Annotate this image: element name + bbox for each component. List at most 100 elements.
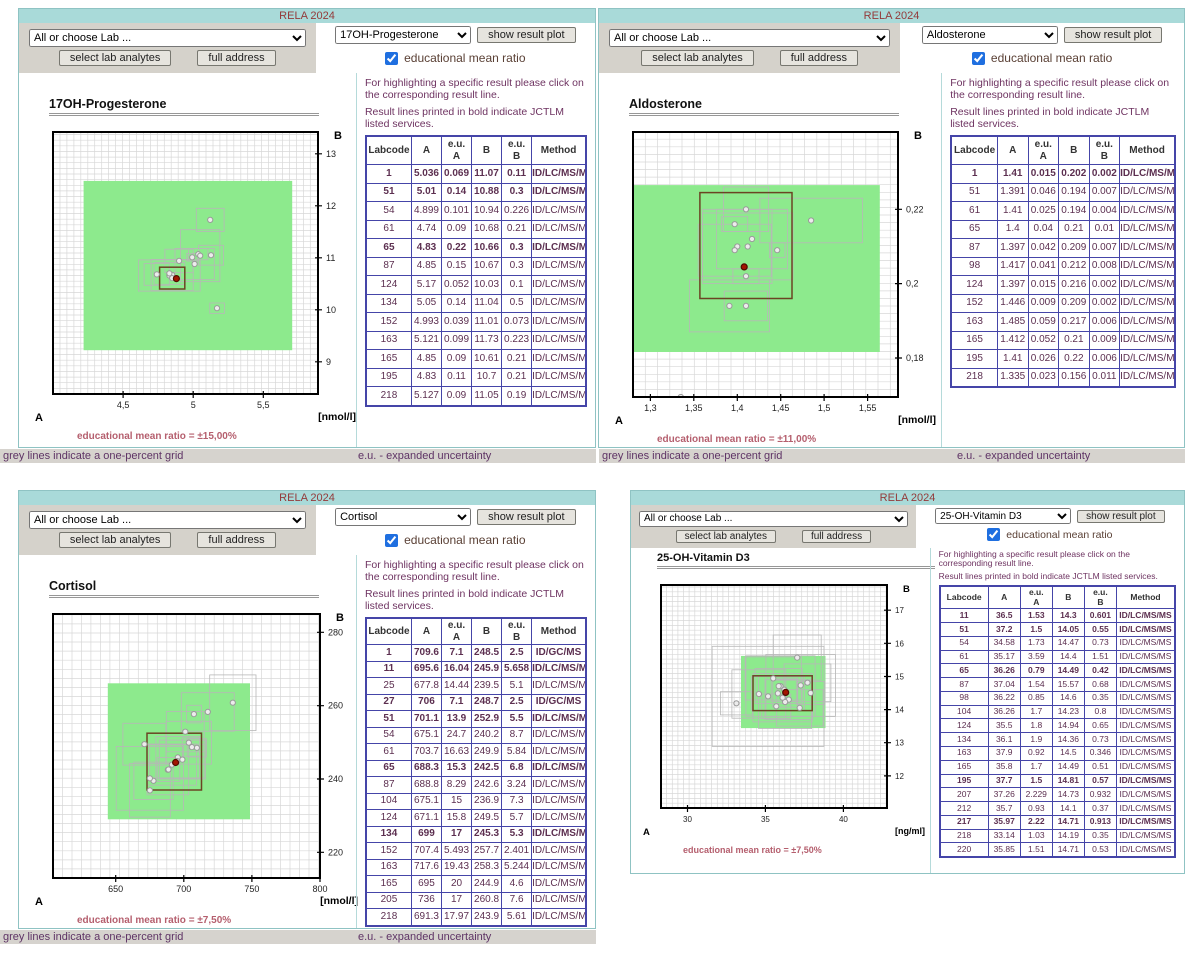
table-cell[interactable]: 1.03 (1019, 828, 1053, 844)
table-cell[interactable]: ID/LC/MS/MS (531, 293, 587, 314)
table-cell[interactable]: 0.93 (1019, 801, 1053, 816)
table-cell[interactable]: 36.1 (987, 732, 1021, 747)
table-cell[interactable]: ID/LC/MS/MS (531, 256, 587, 277)
table-cell[interactable]: ID/LC/MS/MS (531, 386, 587, 407)
table-cell[interactable]: 707.4 (410, 842, 442, 860)
table-cell[interactable]: 5.036 (410, 164, 442, 184)
table-cell[interactable]: 14.94 (1051, 718, 1085, 734)
table-cell[interactable]: 195 (939, 773, 989, 789)
table-cell[interactable]: 0.209 (1058, 238, 1090, 258)
result-point[interactable] (185, 739, 192, 746)
table-cell[interactable]: ID/LC/MS/MS (1115, 608, 1176, 624)
table-cell[interactable]: 5.658 (501, 660, 533, 679)
table-cell[interactable]: ID/GC/MS (531, 693, 587, 712)
table-cell[interactable]: 236.9 (471, 792, 503, 811)
table-cell[interactable]: 4.83 (410, 367, 442, 388)
table-cell[interactable]: 688.3 (410, 759, 442, 778)
table-cell[interactable]: 14.49 (1051, 759, 1085, 775)
table-cell[interactable]: 54 (939, 635, 989, 651)
table-cell[interactable]: ID/LC/MS/MS (531, 891, 587, 910)
table-cell[interactable]: 0.15 (440, 256, 473, 277)
result-point[interactable] (755, 690, 763, 697)
table-cell[interactable]: 1.41 (996, 349, 1029, 369)
table-cell[interactable]: 61 (950, 201, 998, 221)
table-row[interactable]: 61 35.17 3.59 14.4 1.51 ID/LC/MS/MS (939, 649, 1176, 665)
table-cell[interactable]: 0.216 (1058, 275, 1090, 295)
table-cell[interactable]: 242.5 (471, 759, 503, 778)
result-point[interactable] (190, 711, 197, 718)
lab-select[interactable]: All or choose Lab ... (29, 511, 306, 529)
table-cell[interactable]: 0.65 (1083, 718, 1117, 734)
table-cell[interactable]: 0.04 (1027, 219, 1060, 240)
table-cell[interactable]: 0.046 (1027, 182, 1060, 203)
table-cell[interactable]: 14.73 (1051, 787, 1085, 803)
table-cell[interactable]: 717.6 (410, 858, 442, 877)
result-point[interactable] (731, 247, 738, 254)
table-cell[interactable]: 7.1 (440, 644, 473, 662)
table-cell[interactable]: 0.22 (1058, 349, 1090, 369)
table-cell[interactable]: 11 (939, 608, 989, 624)
result-uncertainty-box[interactable] (180, 229, 221, 283)
table-row[interactable]: 87 37.04 1.54 15.57 0.68 ID/LC/MS/MS (939, 677, 1176, 692)
table-cell[interactable]: 36.22 (987, 690, 1021, 706)
table-cell[interactable]: ID/LC/MS/MS (1119, 256, 1176, 277)
table-cell[interactable]: ID/LC/MS/MS (1115, 677, 1176, 692)
table-cell[interactable]: 5.121 (410, 330, 442, 351)
result-uncertainty-box[interactable] (772, 634, 822, 680)
result-uncertainty-box[interactable] (744, 656, 802, 700)
table-cell[interactable]: 104 (365, 792, 412, 811)
table-cell[interactable]: 165 (950, 330, 998, 351)
table-cell[interactable]: 0.052 (1027, 330, 1060, 351)
result-point[interactable] (742, 302, 750, 309)
table-row[interactable]: 124 35.5 1.8 14.94 0.65 ID/LC/MS/MS (939, 718, 1176, 734)
table-cell[interactable]: 701.1 (410, 710, 442, 728)
table-cell[interactable]: 16.04 (440, 660, 473, 679)
table-cell[interactable]: 3.24 (501, 776, 533, 794)
table-cell[interactable]: ID/LC/MS/MS (1119, 238, 1176, 258)
table-cell[interactable]: 0.217 (1058, 312, 1090, 332)
table-cell[interactable]: 0.35 (1083, 828, 1117, 844)
table-cell[interactable]: 87 (365, 256, 412, 277)
table-cell[interactable]: 0.226 (501, 201, 533, 221)
table-cell[interactable]: 0.015 (1027, 275, 1060, 295)
table-cell[interactable]: 8.29 (440, 776, 473, 794)
table-cell[interactable]: 124 (365, 809, 412, 827)
table-cell[interactable]: 0.025 (1027, 201, 1060, 221)
table-row[interactable]: 134 36.1 1.9 14.36 0.73 ID/LC/MS/MS (939, 732, 1176, 747)
table-cell[interactable]: ID/LC/MS/MS (1119, 367, 1176, 388)
show-result-plot-button[interactable]: show result plot (477, 509, 576, 525)
table-cell[interactable]: 0.007 (1088, 182, 1121, 203)
table-cell[interactable]: 0.8 (1083, 704, 1117, 720)
table-cell[interactable]: ID/LC/MS/MS (1119, 312, 1176, 332)
table-cell[interactable]: 51 (939, 622, 989, 637)
table-cell[interactable]: ID/LC/MS/MS (1115, 704, 1176, 720)
table-cell[interactable]: 19.43 (440, 858, 473, 877)
table-cell[interactable]: ID/LC/MS/MS (1115, 801, 1176, 816)
result-point[interactable] (748, 235, 756, 243)
result-point[interactable] (197, 252, 204, 259)
table-cell[interactable]: 0.194 (1058, 182, 1090, 203)
result-uncertainty-box[interactable] (186, 738, 207, 758)
table-cell[interactable]: 691.3 (410, 908, 442, 927)
table-cell[interactable]: ID/LC/MS/MS (531, 726, 587, 745)
table-cell[interactable]: 0.3 (501, 256, 533, 277)
table-cell[interactable]: 245.9 (471, 660, 503, 679)
table-cell[interactable]: 7.3 (501, 792, 533, 811)
table-cell[interactable]: ID/LC/MS/MS (1119, 201, 1176, 221)
table-cell[interactable]: 1.41 (996, 164, 1029, 184)
table-cell[interactable]: 0.37 (1083, 801, 1117, 816)
table-cell[interactable]: 218 (939, 828, 989, 844)
table-cell[interactable]: 14.1 (1051, 801, 1085, 816)
result-uncertainty-box[interactable] (716, 208, 788, 270)
table-cell[interactable]: 258.3 (471, 858, 503, 877)
table-cell[interactable]: 7.6 (501, 891, 533, 910)
table-cell[interactable]: 1 (365, 644, 412, 662)
table-cell[interactable]: 3.59 (1019, 649, 1053, 665)
